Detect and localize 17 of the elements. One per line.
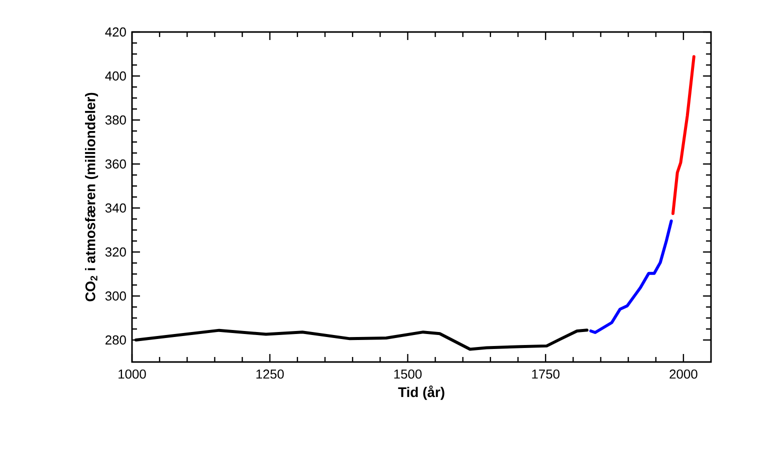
x-tick-label: 1250 [256,370,284,379]
line-series [589,219,673,334]
x-tick-label: 1750 [532,370,560,379]
y-axis-title: CO$_{2}$ i atmosfæren (milliondeler) [85,92,98,302]
y-tick-label: 420 [105,27,126,37]
x-tick-label: 2000 [670,370,698,379]
x-tick-label: 1000 [118,370,146,379]
y-tick-label: 300 [105,291,126,301]
y-tick-label: 380 [105,115,126,125]
y-tick-label: 400 [105,71,126,81]
y-tick-label: 320 [105,247,126,257]
y-tick-label: 360 [105,159,126,169]
line-series [671,55,696,215]
y-tick-label: 340 [105,203,126,213]
x-tick-label: 1500 [394,370,422,379]
y-tick-label: 280 [106,335,126,345]
x-axis-title: Tid (år) [398,386,444,400]
